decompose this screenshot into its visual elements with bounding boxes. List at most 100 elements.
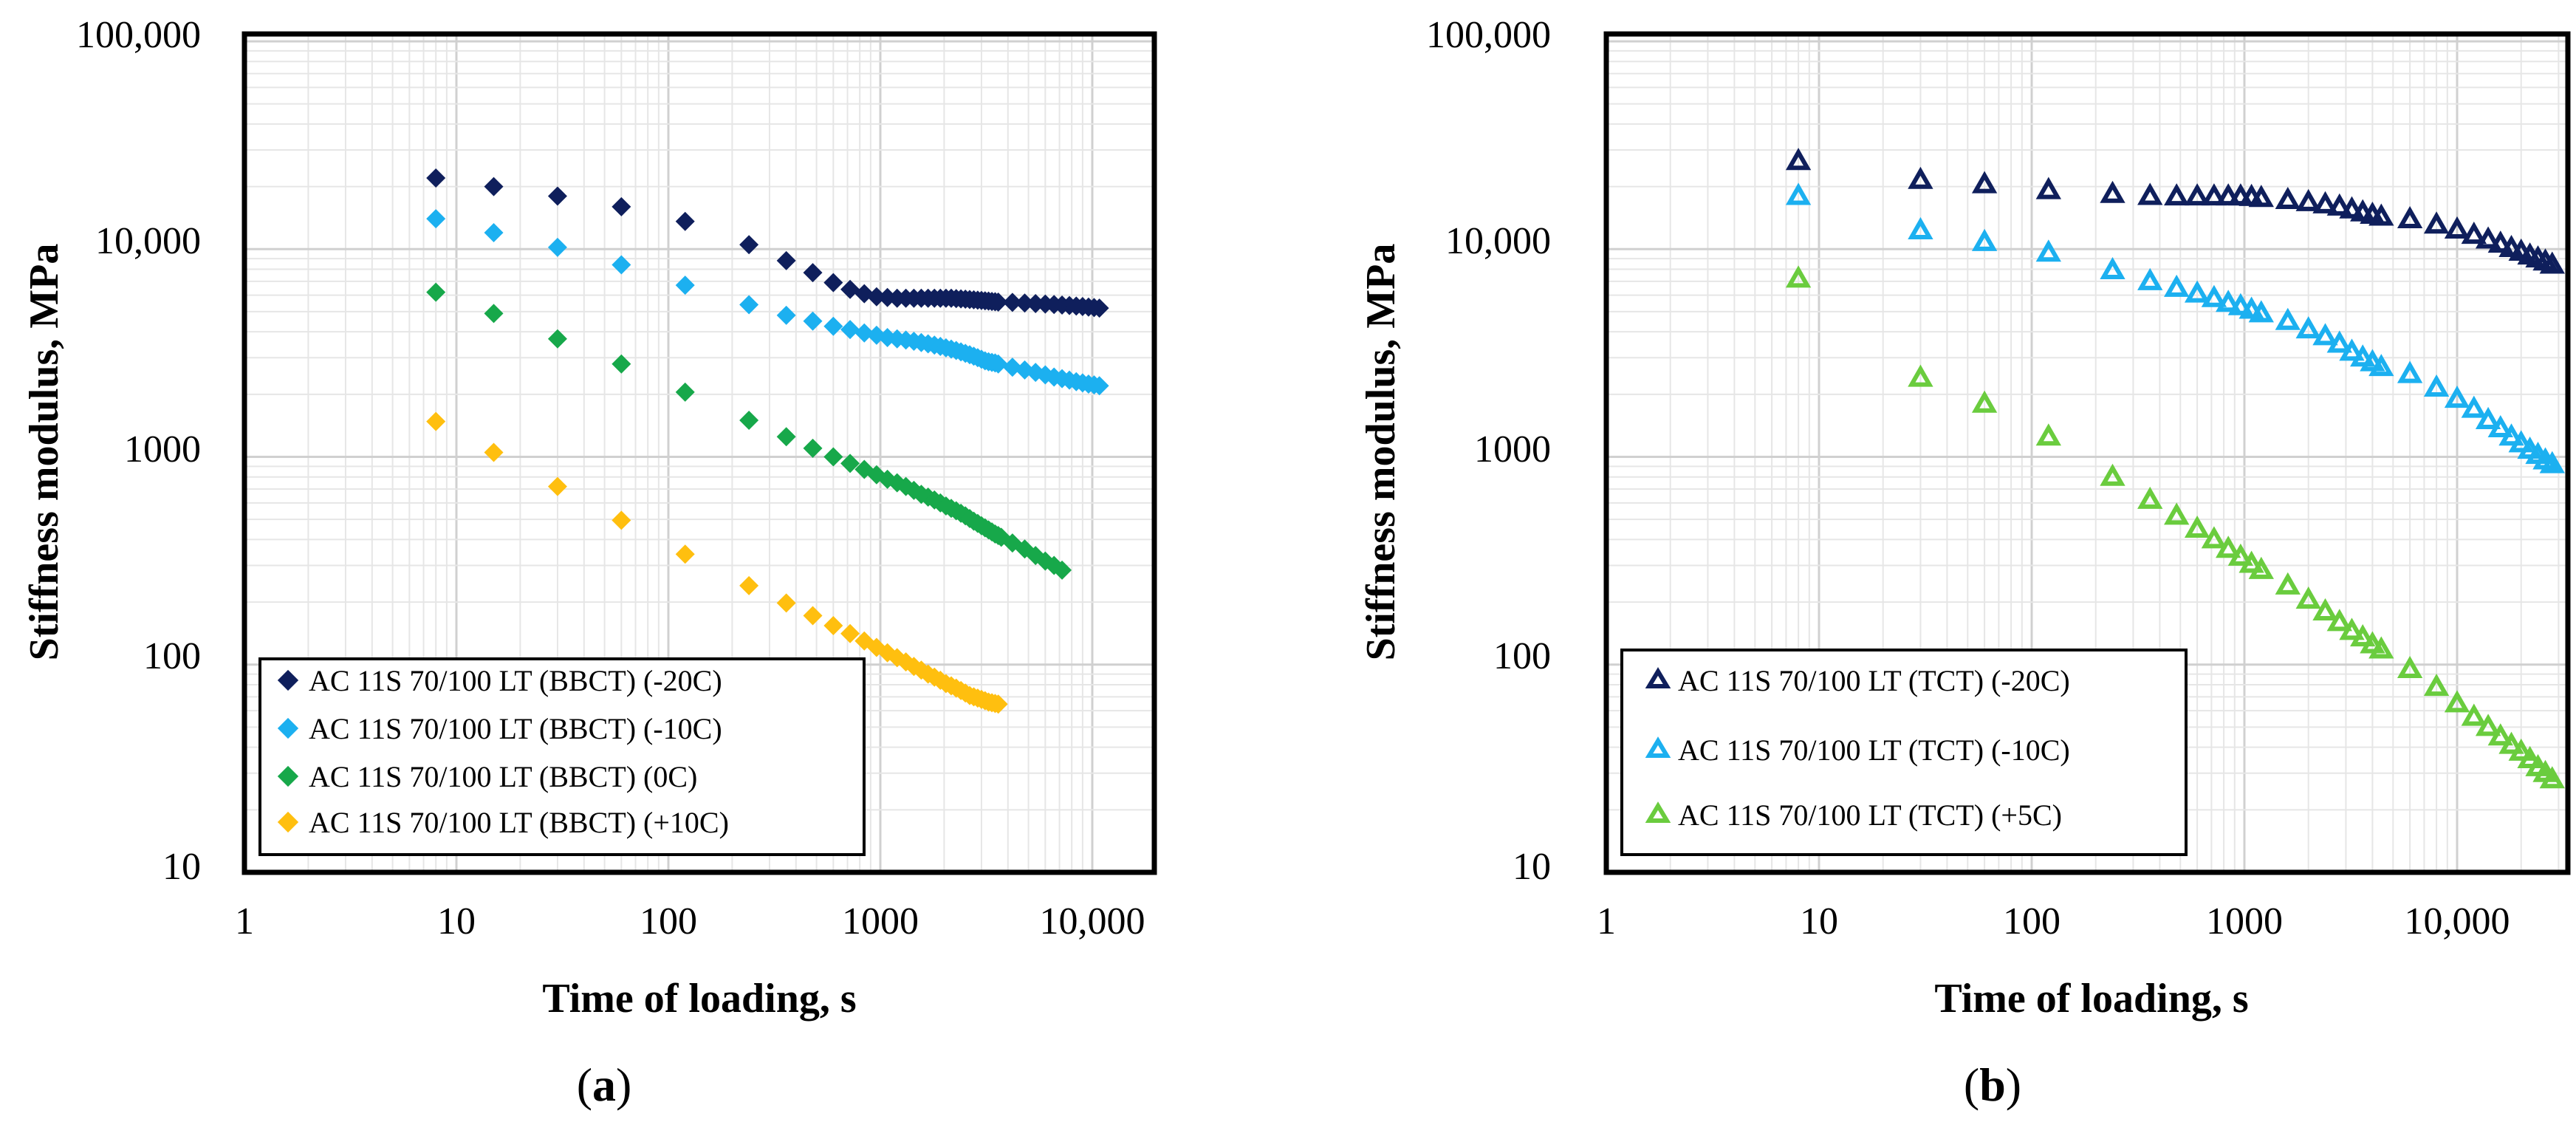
- data-point: [426, 209, 446, 229]
- x-tick-label: 1000: [842, 900, 919, 943]
- data-point: [823, 447, 843, 467]
- data-point: [2508, 430, 2534, 453]
- data-point: [2461, 395, 2487, 418]
- data-point: [823, 273, 843, 293]
- data-point: [803, 606, 823, 626]
- data-point: [2184, 183, 2210, 206]
- data-point: [2137, 267, 2163, 290]
- legend-label: AC 11S 70/100 LT (BBCT) (+10C): [309, 806, 729, 839]
- y-axis-title-b: Stiffness modulus, MPa: [1358, 244, 1404, 661]
- legend-label: AC 11S 70/100 LT (BBCT) (0C): [309, 760, 697, 793]
- data-point: [866, 287, 886, 307]
- data-point: [2275, 572, 2301, 595]
- data-point: [547, 186, 567, 206]
- data-point: [776, 250, 796, 270]
- data-point: [2423, 374, 2450, 397]
- data-point: [2248, 185, 2274, 208]
- data-point: [803, 311, 823, 331]
- x-tick-label: 10: [1800, 900, 1838, 943]
- data-point: [484, 304, 504, 324]
- data-point: [2498, 731, 2524, 754]
- data-point: [2423, 211, 2450, 234]
- series-4: [426, 411, 1008, 714]
- data-point: [840, 454, 860, 473]
- data-point: [2368, 636, 2394, 659]
- points-b: [1785, 148, 2565, 789]
- caption-a-letter: a: [592, 1058, 616, 1111]
- data-point: [2444, 690, 2470, 713]
- data-point: [2312, 191, 2338, 213]
- data-point: [2164, 183, 2190, 206]
- legend-label: AC 11S 70/100 LT (TCT) (-10C): [1678, 733, 2070, 767]
- legend-label: AC 11S 70/100 LT (TCT) (-20C): [1678, 664, 2070, 697]
- y-tick-label: 100: [143, 635, 201, 677]
- plot-area-frame-a: [242, 31, 1157, 875]
- data-point: [2164, 502, 2190, 525]
- data-point: [2423, 674, 2450, 697]
- data-point: [2444, 216, 2470, 239]
- data-point: [1908, 216, 1933, 239]
- x-axis-title-b: Time of loading, s: [1934, 976, 2248, 1022]
- data-point: [2100, 463, 2125, 486]
- data-point: [2350, 344, 2376, 367]
- data-point: [2164, 274, 2190, 297]
- y-tick-label: 10: [162, 846, 201, 888]
- data-point: [2201, 284, 2227, 307]
- data-point: [2184, 515, 2210, 538]
- y-tick-label: 1000: [1474, 428, 1551, 471]
- data-point: [1015, 293, 1035, 313]
- data-point: [1785, 148, 1812, 171]
- data-point: [2475, 226, 2501, 249]
- legend-label: AC 11S 70/100 LT (BBCT) (-20C): [309, 664, 722, 697]
- data-point: [547, 329, 567, 349]
- data-point: [1971, 171, 1998, 194]
- data-point: [426, 282, 446, 302]
- caption-a: (a): [577, 1058, 632, 1111]
- x-tick-labels-a: 1 10 100 1000 10,000: [235, 900, 1145, 943]
- x-axis-title-a: Time of loading, s: [542, 976, 856, 1022]
- series-1: [426, 168, 1109, 318]
- legend-marker: [277, 765, 299, 787]
- series-2: [426, 209, 1109, 396]
- data-point: [1015, 360, 1035, 380]
- x-tick-label: 1000: [2206, 900, 2283, 943]
- data-point: [823, 316, 843, 336]
- data-point: [2498, 423, 2524, 446]
- chart-a: 100,000 10,000 1000 100 10 1 10 100 1000…: [21, 14, 1157, 1111]
- data-point: [2360, 631, 2385, 654]
- x-tick-label: 1: [1597, 900, 1616, 943]
- data-point: [1971, 390, 1998, 413]
- data-point: [2326, 330, 2352, 353]
- data-point: [2368, 203, 2394, 226]
- data-point: [988, 292, 1008, 312]
- y-tick-label: 100,000: [76, 14, 201, 56]
- data-point: [2487, 230, 2513, 253]
- data-point: [2295, 316, 2321, 339]
- data-point: [1089, 298, 1109, 318]
- data-point: [2295, 188, 2321, 211]
- caption-b: (b): [1964, 1058, 2021, 1111]
- data-point: [1785, 265, 1812, 288]
- data-point: [2487, 415, 2513, 438]
- x-tick-labels-b: 1 10 100 1000 10,000: [1597, 900, 2510, 943]
- data-point: [2397, 655, 2423, 679]
- data-point: [675, 382, 695, 402]
- data-point: [2275, 186, 2301, 210]
- legend-marker: [1645, 736, 1671, 758]
- data-point: [739, 235, 759, 255]
- legend-label: AC 11S 70/100 LT (TCT) (+5C): [1678, 798, 2062, 832]
- data-point: [2508, 738, 2534, 761]
- legend-a: AC 11S 70/100 LT (BBCT) (-20C) AC 11S 70…: [258, 657, 866, 856]
- data-point: [739, 295, 759, 315]
- data-point: [2475, 714, 2501, 736]
- data-point: [2339, 338, 2365, 361]
- data-point: [1785, 182, 1812, 205]
- series-1: [1785, 148, 2565, 274]
- data-point: [2312, 598, 2338, 620]
- data-point: [988, 694, 1008, 714]
- data-point: [2216, 183, 2241, 206]
- data-point: [2397, 360, 2423, 383]
- data-point: [612, 255, 631, 275]
- data-point: [840, 320, 860, 340]
- legend-box-b: [1620, 649, 2188, 856]
